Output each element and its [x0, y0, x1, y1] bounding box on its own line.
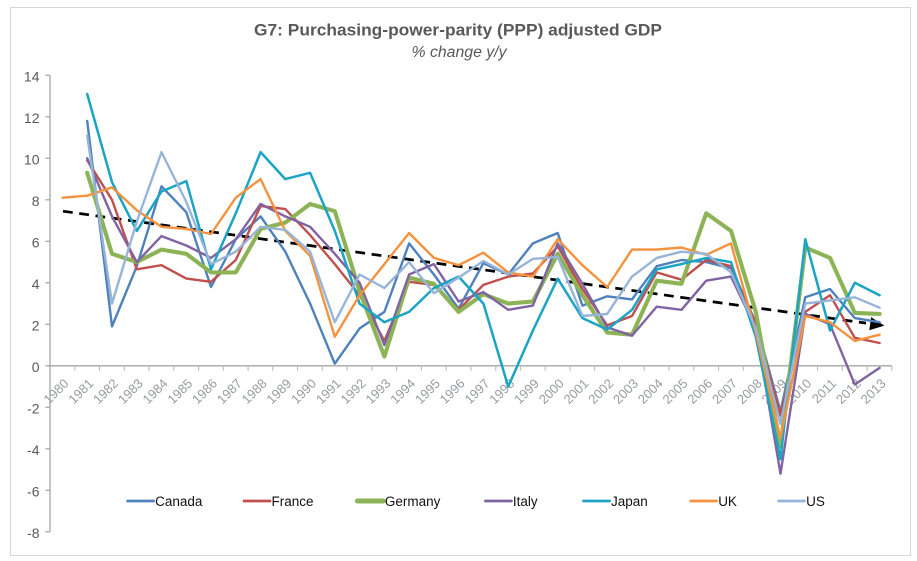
svg-text:10: 10 — [24, 151, 40, 167]
svg-text:4: 4 — [32, 276, 40, 292]
svg-text:Germany: Germany — [385, 494, 441, 509]
svg-text:% change y/y: % change y/y — [412, 44, 508, 61]
svg-text:2: 2 — [32, 317, 40, 333]
svg-text:-8: -8 — [27, 525, 40, 541]
svg-text:0: 0 — [32, 359, 40, 375]
svg-text:Canada: Canada — [155, 494, 203, 509]
svg-text:Italy: Italy — [513, 494, 538, 509]
svg-text:US: US — [806, 494, 825, 509]
svg-text:-2: -2 — [27, 400, 40, 416]
svg-text:-6: -6 — [27, 483, 40, 499]
svg-text:-4: -4 — [27, 442, 40, 458]
svg-text:8: 8 — [32, 193, 40, 209]
svg-text:Japan: Japan — [611, 494, 648, 509]
svg-text:G7: Purchasing-power-parity (P: G7: Purchasing-power-parity (PPP) adjust… — [254, 20, 662, 39]
svg-text:6: 6 — [32, 234, 40, 250]
svg-text:France: France — [272, 494, 314, 509]
svg-text:12: 12 — [24, 110, 40, 126]
svg-text:UK: UK — [718, 494, 737, 509]
svg-text:14: 14 — [24, 68, 40, 84]
